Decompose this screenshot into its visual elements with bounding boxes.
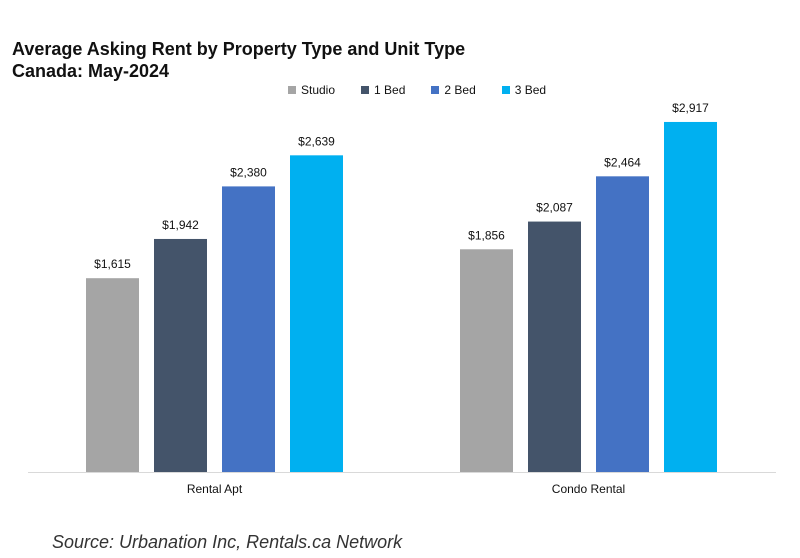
legend-label-1-bed: 1 Bed	[374, 83, 406, 97]
legend-swatch-1-bed	[361, 86, 370, 94]
legend-swatch-2-bed	[431, 86, 440, 94]
legend-label-studio: Studio	[301, 83, 336, 97]
legend-item-studio: Studio	[288, 83, 335, 97]
legend-label-2-bed: 2 Bed	[444, 83, 476, 97]
bar-chart: $1,615 $1,942 $2,380 $2,639 Rental Apt $1,856…	[28, 101, 776, 496]
legend-item-3-bed: 3 Bed	[501, 83, 547, 97]
bar-rental-apt-2-bed	[222, 186, 275, 472]
chart-legend: Studio 1 Bed 2 Bed 3 Bed	[288, 83, 546, 97]
chart-title-line1: Average Asking Rent by Property Type and…	[12, 39, 466, 59]
bar-condo-rental-studio	[460, 249, 513, 472]
data-label-rental-apt-studio: $1,615	[94, 257, 131, 271]
bar-condo-rental-2-bed	[596, 176, 649, 472]
bar-condo-rental-1-bed	[528, 221, 581, 472]
legend-label-3-bed: 3 Bed	[514, 83, 547, 97]
data-label-condo-rental-1-bed: $2,087	[536, 201, 573, 215]
data-label-rental-apt-1-bed: $1,942	[162, 218, 199, 232]
legend-swatch-3-bed	[501, 86, 510, 94]
data-label-rental-apt-3-bed: $2,639	[298, 134, 335, 148]
data-label-condo-rental-studio: $1,856	[468, 228, 505, 242]
data-label-rental-apt-2-bed: $2,380	[230, 165, 267, 179]
legend-item-1-bed: 1 Bed	[361, 83, 405, 97]
legend-swatch-studio	[288, 86, 296, 94]
data-label-condo-rental-2-bed: $2,464	[604, 155, 641, 169]
chart-title: Average Asking Rent by Property Type and…	[12, 38, 465, 82]
bar-condo-rental-3-bed	[664, 121, 717, 473]
bar-rental-apt-studio	[86, 278, 139, 472]
data-label-condo-rental-3-bed: $2,917	[672, 101, 709, 115]
source-note: Source: Urbanation Inc, Rentals.ca Netwo…	[52, 532, 403, 552]
category-label-condo-rental: Condo Rental	[552, 482, 625, 496]
bar-rental-apt-1-bed	[154, 238, 207, 472]
category-label-rental-apt: Rental Apt	[187, 482, 243, 496]
legend-item-2-bed: 2 Bed	[431, 83, 476, 97]
chart-title-line2: Canada: May-2024	[12, 61, 170, 81]
bar-rental-apt-3-bed	[290, 155, 343, 472]
